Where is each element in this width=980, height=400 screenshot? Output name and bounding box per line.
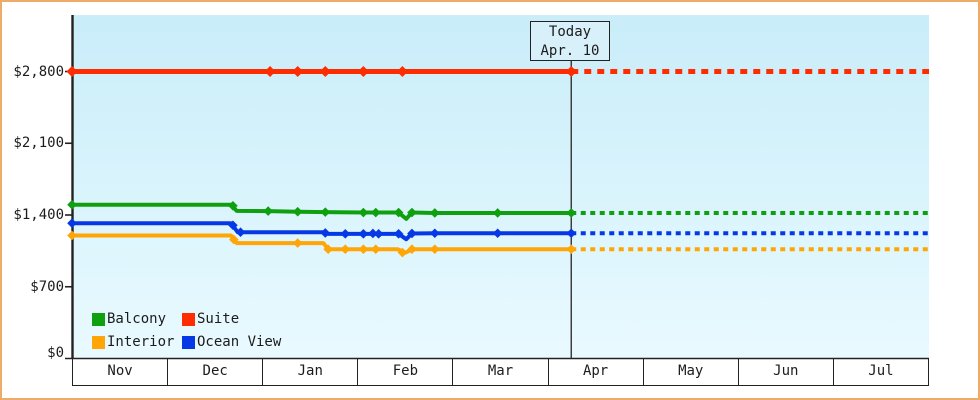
legend-item-ocean-view: Ocean View (182, 334, 281, 350)
legend-label: Balcony (107, 311, 167, 327)
today-annotation-box: Today Apr. 10 (530, 21, 610, 61)
balcony-color-swatch-icon (92, 312, 105, 326)
legend-row: Balcony Suite (92, 311, 281, 327)
month-label-apr: Apr (549, 359, 644, 385)
suite-color-swatch-icon (182, 312, 195, 326)
legend-item-suite: Suite (182, 311, 239, 327)
month-label-nov: Nov (72, 359, 169, 385)
month-label-dec: Dec (168, 359, 264, 385)
legend-label: Suite (197, 311, 240, 327)
legend: Balcony Suite Interior Ocean View (92, 311, 281, 357)
y-axis-label: $0 (47, 345, 64, 361)
plot-area (72, 15, 929, 359)
legend-label: Ocean View (197, 334, 282, 350)
legend-label: Interior (107, 334, 175, 350)
legend-item-balcony: Balcony (92, 311, 182, 327)
today-label: Today (548, 24, 592, 40)
month-label-jul: Jul (834, 359, 929, 385)
y-axis-label: $1,400 (13, 206, 64, 223)
month-label-may: May (644, 359, 739, 385)
month-label-feb: Feb (358, 359, 454, 385)
y-axis-label: $700 (30, 278, 64, 295)
month-label-jun: Jun (739, 359, 834, 385)
month-label-jan: Jan (263, 359, 359, 385)
month-label-mar: Mar (453, 359, 549, 385)
x-axis-month-band: Nov Dec Jan Feb Mar Apr May Jun Jul (72, 359, 929, 386)
legend-item-interior: Interior (92, 334, 182, 350)
legend-row: Interior Ocean View (92, 334, 281, 350)
today-date-label: Apr. 10 (540, 43, 600, 59)
y-axis-label: $2,800 (13, 63, 64, 80)
ocean-view-color-swatch-icon (182, 335, 195, 349)
y-axis-label: $2,100 (13, 135, 64, 152)
interior-color-swatch-icon (92, 335, 105, 349)
